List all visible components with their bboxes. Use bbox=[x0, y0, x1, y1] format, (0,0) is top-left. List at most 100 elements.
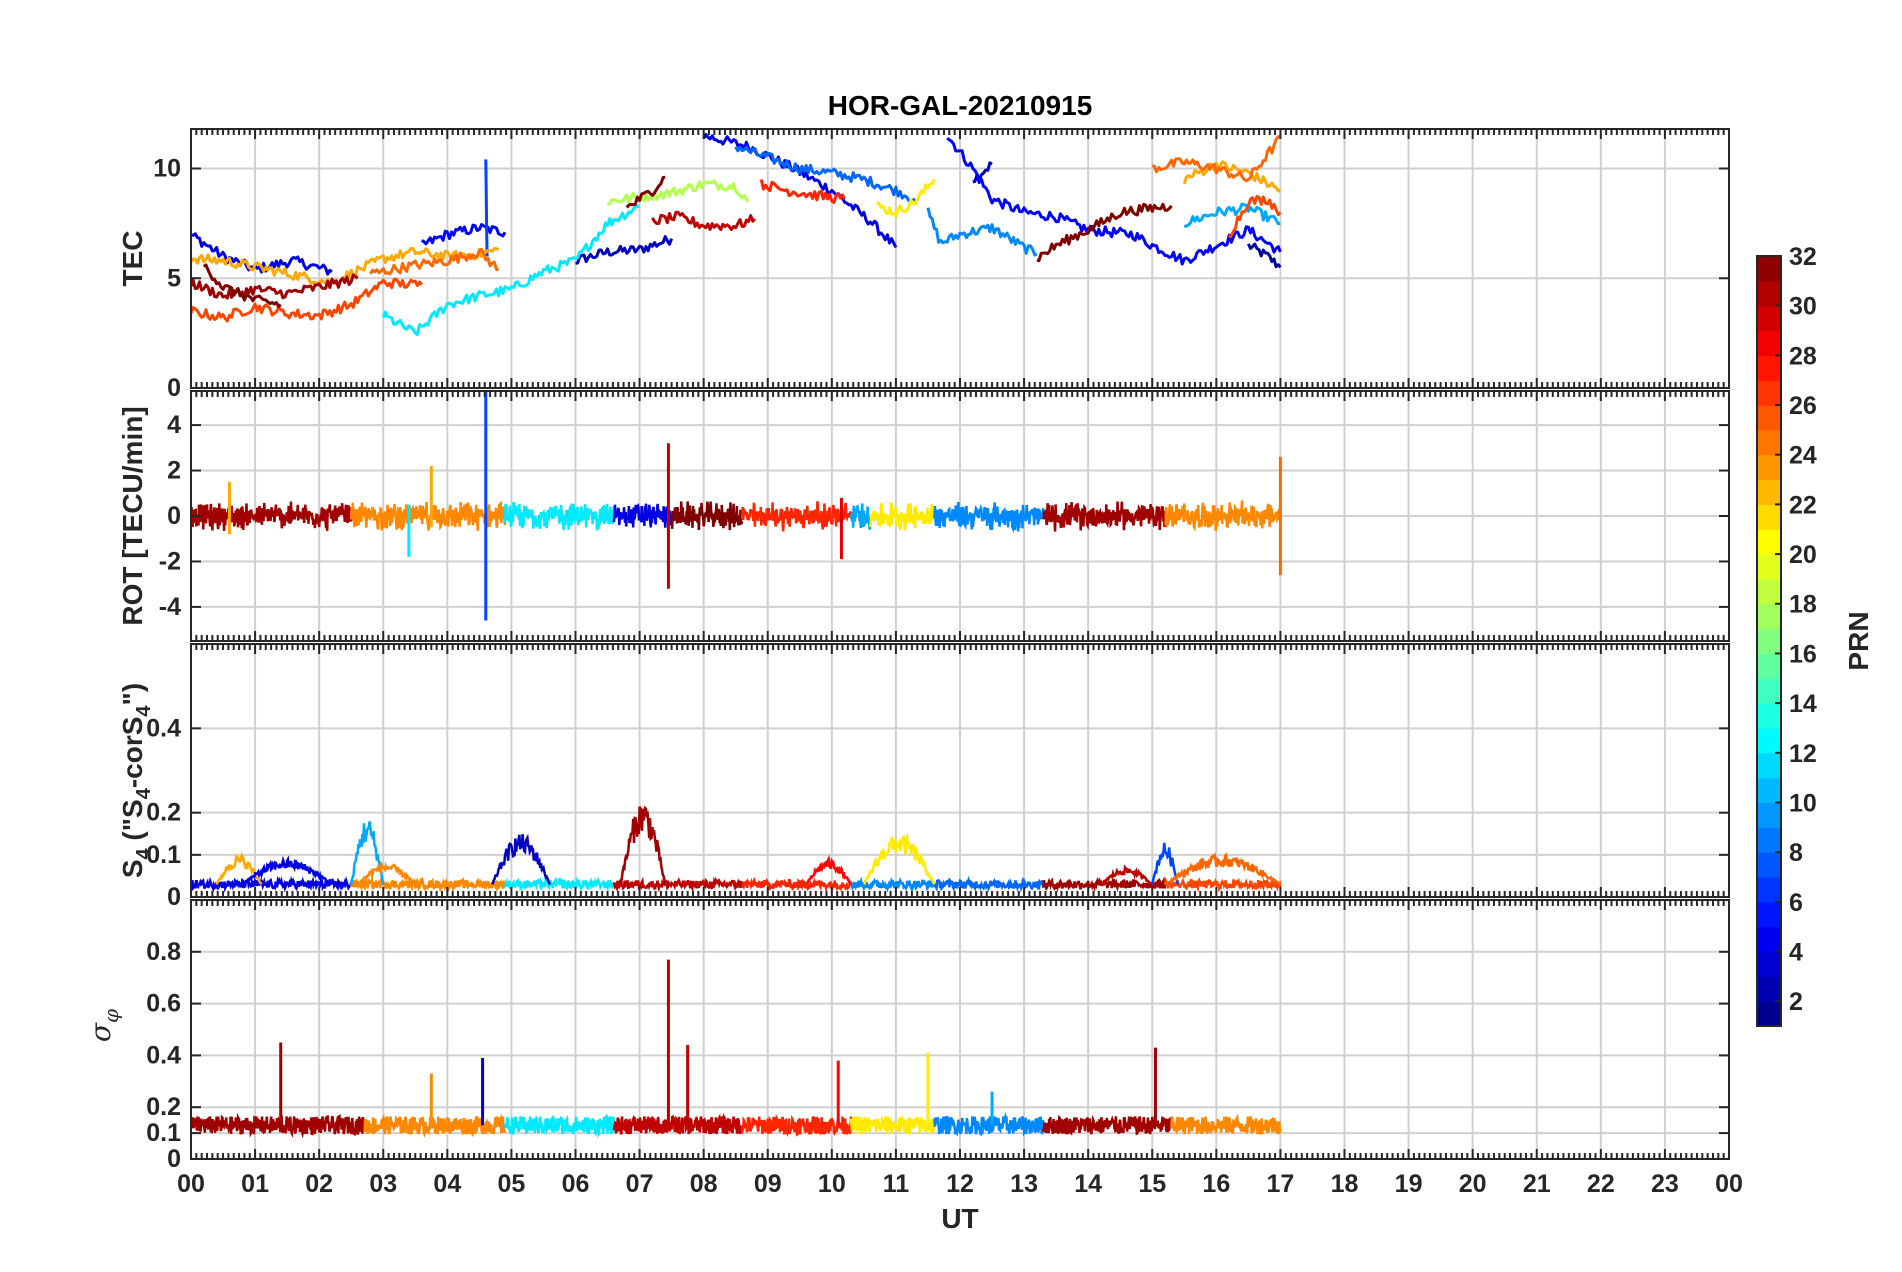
colorbar-band bbox=[1757, 1001, 1781, 1027]
rot-series-prn-9 bbox=[933, 501, 1045, 534]
s4-baseline-prn-26 bbox=[1163, 876, 1282, 893]
colorbar-band bbox=[1757, 504, 1781, 530]
sigma-series-prn-12 bbox=[503, 1113, 616, 1139]
colorbar-band bbox=[1757, 951, 1781, 977]
colorbar-tick-label: 24 bbox=[1789, 442, 1817, 470]
colorbar-band bbox=[1757, 876, 1781, 903]
sigma-series-prn-24 bbox=[363, 1113, 507, 1138]
x-tick-label: 05 bbox=[498, 1170, 526, 1198]
colorbar-band bbox=[1757, 429, 1781, 456]
s4-bump-prn-23 bbox=[215, 851, 263, 886]
y-tick-label: 0.2 bbox=[146, 1093, 181, 1121]
sigma-series-prn-21 bbox=[849, 1114, 936, 1135]
sigma-series-prn-9 bbox=[933, 1111, 1045, 1137]
colorbar-band bbox=[1757, 852, 1781, 878]
s4-baseline-prn-30 bbox=[612, 876, 744, 893]
colorbar-tick-label: 28 bbox=[1789, 342, 1817, 370]
s4-bump-prn-28 bbox=[805, 854, 853, 886]
colorbar-frame bbox=[1756, 255, 1782, 1027]
x-tick-label: 07 bbox=[626, 1170, 654, 1198]
panel-sigma-phi: 00.10.2 0.4 0.6 0.8 σφ bbox=[84, 899, 1730, 1173]
colorbar-tick-label: 30 bbox=[1789, 293, 1817, 321]
x-tick-label: 23 bbox=[1651, 1170, 1679, 1198]
colorbar-band bbox=[1757, 454, 1781, 481]
colorbar-band bbox=[1757, 554, 1781, 580]
y-tick-label: 0 bbox=[167, 502, 181, 530]
s4-bump-prn-3 bbox=[491, 833, 552, 885]
colorbar-band bbox=[1757, 777, 1781, 804]
s4-baseline-prn-4 bbox=[191, 875, 353, 893]
x-tick-label: 17 bbox=[1267, 1170, 1295, 1198]
tec-series-prn-2 bbox=[1247, 242, 1282, 269]
series-group bbox=[191, 132, 1282, 336]
y-tick-label: 0.2 bbox=[146, 799, 181, 827]
tec-series-prn-32 bbox=[1036, 202, 1173, 263]
rot-series-prn-24 bbox=[349, 500, 507, 531]
colorbar-band bbox=[1757, 976, 1781, 1002]
tec-series-prn-3 bbox=[972, 161, 993, 184]
s4-baseline-prn-27 bbox=[741, 877, 853, 894]
x-tick-label: 09 bbox=[754, 1170, 782, 1198]
y-tick-label: 0.1 bbox=[146, 841, 181, 869]
x-tick-label: 15 bbox=[1138, 1170, 1166, 1198]
tec-series-prn-10 bbox=[1183, 202, 1281, 229]
tec-series-prn-31 bbox=[191, 273, 359, 300]
panel-rot: -4 -2 0 2 4 ROT [TECU/min] bbox=[117, 390, 1730, 642]
colorbar-band bbox=[1757, 628, 1781, 655]
colorbar-tick-label: 12 bbox=[1789, 740, 1817, 768]
tec-series-prn-30 bbox=[651, 210, 756, 232]
colorbar-tick-label: 14 bbox=[1789, 690, 1817, 718]
x-tick-label: 20 bbox=[1459, 1170, 1487, 1198]
rot-series-prn-31 bbox=[191, 501, 353, 531]
x-tick-label: 00 bbox=[177, 1170, 205, 1198]
y-tick-label: -2 bbox=[159, 547, 181, 575]
x-tick-label: 13 bbox=[1010, 1170, 1038, 1198]
y-tick-label: 0 bbox=[167, 883, 181, 911]
tec-series-prn-5 bbox=[421, 223, 507, 246]
colorbar-tick-label: 4 bbox=[1789, 938, 1803, 966]
rot-series-prn-27 bbox=[740, 501, 853, 532]
y-axis-label: σφ bbox=[84, 1009, 123, 1042]
x-tick-label: 00 bbox=[1715, 1170, 1743, 1198]
s4-baseline-prn-24 bbox=[349, 875, 506, 893]
tec-series-prn-8 bbox=[734, 145, 916, 203]
colorbar-tick-label: 2 bbox=[1789, 988, 1803, 1016]
colorbar-band bbox=[1757, 355, 1781, 381]
tec-series-prn-27 bbox=[759, 179, 846, 204]
panel-tec: 0 5 10 TEC bbox=[117, 128, 1730, 402]
sigma-series-prn-24 bbox=[1170, 1113, 1282, 1135]
tec-series-prn-5 bbox=[946, 136, 1282, 266]
tec-series-prn-18 bbox=[606, 179, 750, 206]
s4-bump-prn-25 bbox=[1164, 852, 1282, 886]
colorbar-band bbox=[1757, 578, 1781, 605]
x-tick-label: 04 bbox=[433, 1170, 461, 1198]
y-tick-label: 0.6 bbox=[146, 990, 181, 1018]
rot-series-prn-21 bbox=[869, 501, 936, 531]
colorbar-tick-label: 22 bbox=[1789, 491, 1817, 519]
x-tick-label: 12 bbox=[946, 1170, 974, 1198]
colorbar-band bbox=[1757, 926, 1781, 953]
tec-series-prn-3 bbox=[575, 235, 674, 265]
x-tick-label: 18 bbox=[1331, 1170, 1359, 1198]
tec-series-prn-32 bbox=[625, 175, 666, 209]
series-group bbox=[191, 805, 1282, 894]
s4-bump-prn-24 bbox=[356, 860, 417, 886]
y-tick-label: 10 bbox=[153, 155, 181, 183]
x-tick-label: 14 bbox=[1074, 1170, 1102, 1198]
colorbar-label: PRN bbox=[1843, 611, 1874, 670]
tec-series-prn-7 bbox=[484, 159, 489, 257]
colorbar-tick-label: 10 bbox=[1789, 789, 1817, 817]
rot-series-prn-32 bbox=[670, 501, 744, 531]
tec-series-prn-23 bbox=[1182, 160, 1281, 193]
tec-series-prn-21 bbox=[876, 178, 936, 218]
y-tick-label: 4 bbox=[167, 411, 181, 439]
tec-series-prn-26 bbox=[191, 277, 423, 323]
colorbar-band bbox=[1757, 653, 1781, 679]
colorbar-band bbox=[1757, 479, 1781, 505]
y-tick-label: 0.4 bbox=[146, 1041, 181, 1069]
colorbar-band bbox=[1757, 703, 1781, 729]
s4-bump-prn-10 bbox=[349, 821, 385, 885]
x-axis-label: UT bbox=[941, 1203, 978, 1234]
